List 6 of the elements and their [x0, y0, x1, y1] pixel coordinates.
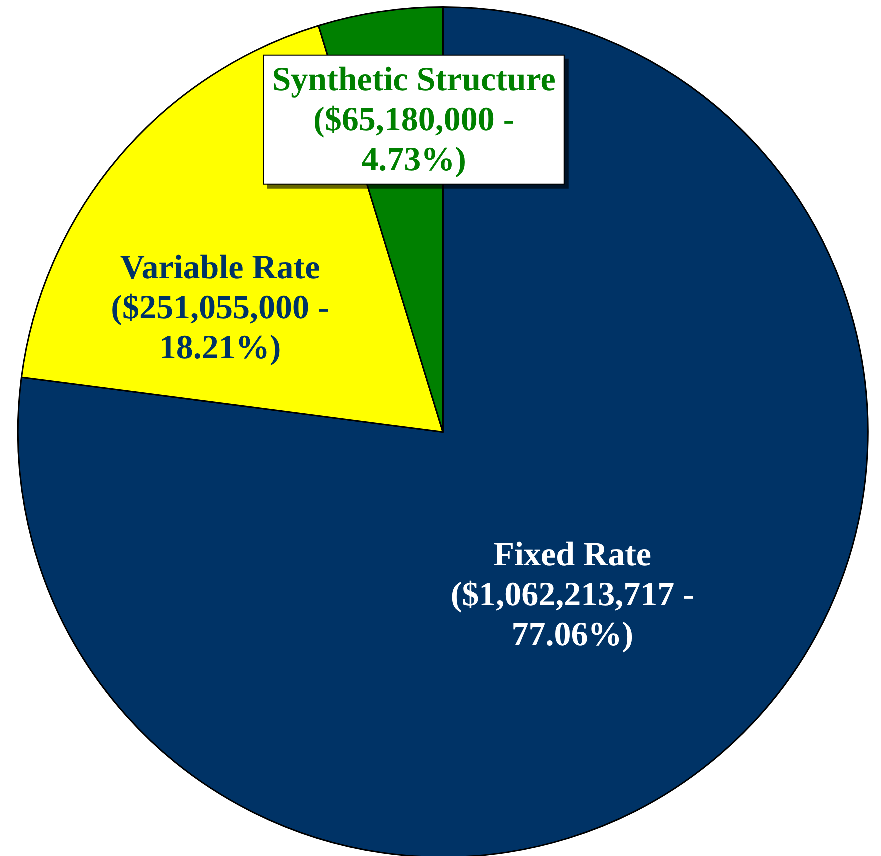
slice-label: Variable Rate	[120, 250, 320, 287]
slice-label: Fixed Rate	[494, 536, 652, 574]
data-label: ($1,062,213,717 - 77.06%)	[450, 576, 694, 654]
data-label: ($251,055,000 - 18.21%)	[111, 290, 330, 367]
slice-label: Synthetic Structure	[272, 61, 556, 98]
data-label: ($65,180,000 - 4.73%)	[313, 101, 515, 178]
